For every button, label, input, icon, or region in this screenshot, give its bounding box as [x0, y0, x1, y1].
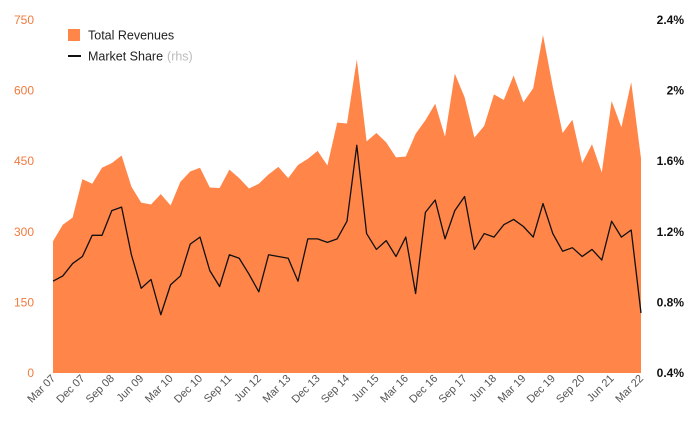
x-axis-tick-label: Dec 19	[525, 373, 558, 406]
right-axis-tick-label: 0.8%	[657, 295, 685, 309]
left-axis-ticks: 0 150 300 450 600 750	[14, 13, 34, 380]
x-axis-tick-label: Mar 16	[378, 373, 411, 406]
market-share-line-layer	[52, 144, 642, 316]
legend-swatch-total-revenues	[68, 29, 80, 41]
x-axis-tick-label: Sep 14	[319, 373, 352, 406]
legend: Total Revenues Market Share (rhs)	[68, 29, 193, 64]
x-axis-tick-label: Mar 10	[143, 373, 176, 406]
x-axis-tick-label: Jun 21	[585, 373, 617, 405]
left-axis-tick-label: 150	[14, 295, 34, 309]
x-axis-tick-label: Jun 09	[114, 373, 146, 405]
x-axis-tick-label: Jun 18	[467, 373, 499, 405]
revenue-area	[53, 35, 641, 374]
legend-label: Market Share (rhs)	[88, 50, 193, 64]
left-axis-tick-label: 0	[27, 366, 34, 380]
x-axis-tick-label: Dec 10	[172, 373, 205, 406]
right-axis-tick-label: 1.2%	[657, 225, 685, 239]
right-axis-tick-label: 1.6%	[657, 154, 685, 168]
revenue-area-layer	[53, 35, 641, 374]
left-axis-tick-label: 750	[14, 13, 34, 27]
x-axis-tick-label: Sep 20	[554, 373, 587, 406]
market-share-line	[52, 144, 642, 316]
x-axis-tick-label: Sep 08	[84, 373, 117, 406]
right-axis-tick-label: 2%	[667, 84, 685, 98]
x-axis-tick-label: Dec 16	[407, 373, 440, 406]
legend-label: Total Revenues	[88, 29, 174, 43]
x-axis-tick-label: Mar 22	[613, 373, 646, 406]
x-axis-tick-label: Jun 12	[232, 373, 264, 405]
right-axis-tick-label: 0.4%	[657, 366, 685, 380]
left-axis-tick-label: 300	[14, 225, 34, 239]
left-axis-tick-label: 600	[14, 84, 34, 98]
right-axis-tick-label: 2.4%	[657, 13, 685, 27]
right-axis-ticks: 0.4% 0.8% 1.2% 1.6% 2% 2.4%	[657, 13, 685, 380]
x-axis-tick-label: Sep 17	[437, 373, 470, 406]
x-axis-tick-label: Jun 15	[350, 373, 382, 405]
x-axis-tick-label: Sep 11	[202, 373, 235, 406]
x-axis-tick-label: Dec 07	[54, 373, 87, 406]
x-axis-tick-label: Dec 13	[290, 373, 323, 406]
x-axis-tick-label: Mar 19	[496, 373, 529, 406]
left-axis-tick-label: 450	[14, 154, 34, 168]
x-axis-tick-label: Mar 13	[261, 373, 294, 406]
